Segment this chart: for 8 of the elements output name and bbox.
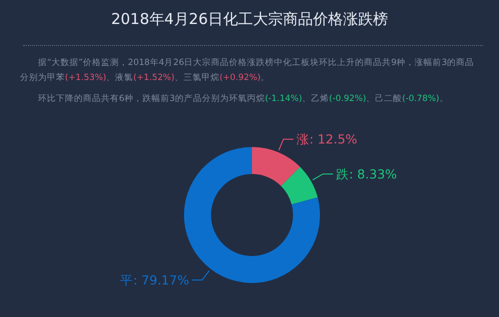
- donut-slice: [280, 166, 318, 204]
- slice-label: 跌: 8.33%: [336, 166, 398, 182]
- text: 据“大数据”价格监测，2018年4月26日大宗商品价格涨跌榜中化工板块环比上升的商品共9种，涨幅前3的商品分别为甲苯(+1.53%)、液氯(+1.52%)、三氯甲烷(+0.92%)。: [20, 58, 474, 83]
- text: 环比下降的商品共有6种，跌幅前3的产品分别为环氧丙烷(-1.14%)、乙烯(-0.92%)、己二酸(-0.78%)。: [38, 94, 448, 104]
- chart-title: 2018年4月26日化工大宗商品价格涨跌榜: [110, 10, 389, 29]
- donut-slice: [252, 147, 300, 186]
- slice-label: 涨: 12.5%: [296, 132, 358, 147]
- slice-label: 平: 79.17%: [120, 272, 190, 288]
